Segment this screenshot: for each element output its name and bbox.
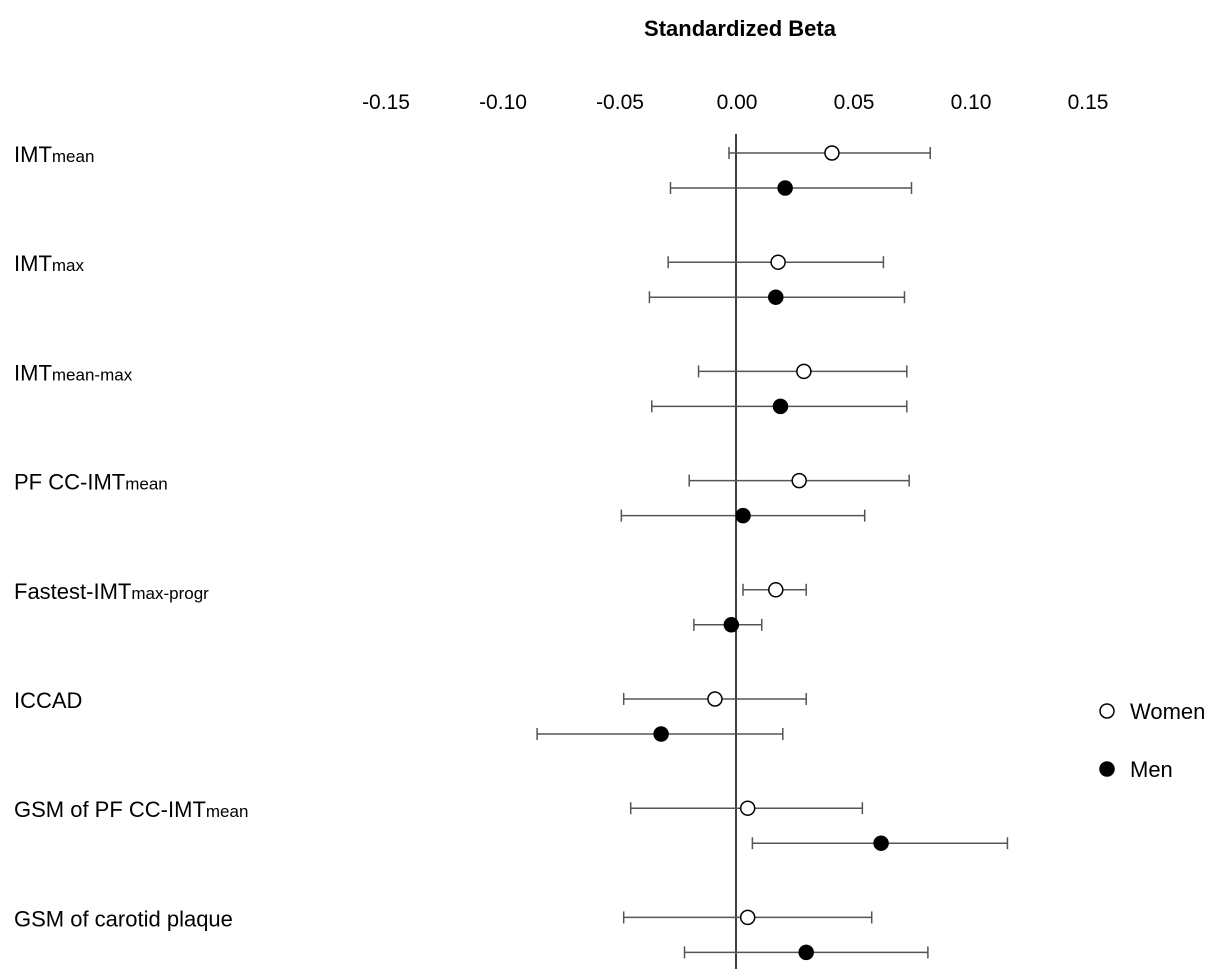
men-point: [723, 617, 740, 633]
x-tick-label: -0.15: [362, 91, 410, 114]
women-estimate: [688, 472, 910, 489]
row-label: IMTmax: [14, 251, 85, 276]
women-point: [768, 582, 784, 598]
x-tick-label: -0.10: [479, 91, 527, 114]
men-point: [653, 726, 669, 742]
men-point: [735, 507, 751, 524]
women-estimate: [622, 909, 873, 926]
row-label-subscript: mean: [206, 802, 249, 821]
row-label-subscript: mean: [125, 475, 168, 494]
row-label-main: Fastest-IMT: [14, 579, 131, 604]
row-label-main: IMT: [14, 360, 52, 385]
men-estimate: [693, 617, 763, 633]
x-tick-label: 0.10: [951, 91, 992, 114]
women-point: [796, 363, 812, 380]
men-estimate: [683, 944, 929, 961]
estimate-marks: [536, 145, 1009, 961]
legend-label: Men: [1130, 757, 1173, 782]
men-estimate: [751, 835, 1009, 851]
men-point: [768, 289, 784, 305]
women-estimate: [697, 363, 908, 380]
men-point: [777, 180, 793, 196]
row-label: GSM of PF CC-IMTmean: [14, 797, 248, 822]
row-label-subscript: max: [52, 256, 85, 275]
men-point: [873, 835, 889, 851]
row-label-main: GSM of PF CC-IMT: [14, 797, 206, 822]
men-point: [772, 398, 789, 415]
women-point: [824, 145, 840, 161]
women-estimate: [622, 691, 807, 707]
row-label: Fastest-IMTmax-progr: [14, 579, 209, 604]
x-tick-label: 0.05: [834, 91, 875, 114]
legend-marker: [1099, 761, 1115, 777]
row-label: GSM of carotid plaque: [14, 906, 233, 931]
x-tick-label: 0.15: [1068, 91, 1109, 114]
chart-title: Standardized Beta: [644, 16, 837, 41]
x-tick-label: -0.05: [596, 91, 644, 114]
row-label-subscript: mean-max: [52, 365, 133, 384]
row-label-main: PF CC-IMT: [14, 470, 125, 495]
women-point: [707, 691, 723, 707]
row-label: IMTmean-max: [14, 360, 133, 385]
women-point: [770, 254, 786, 270]
women-estimate: [629, 800, 864, 816]
women-point: [739, 909, 756, 926]
row-label: IMTmean: [14, 142, 94, 167]
row-label-subscript: mean: [52, 147, 95, 166]
x-tick-label: 0.00: [717, 91, 758, 114]
men-estimate: [669, 180, 913, 196]
women-estimate: [742, 582, 807, 598]
men-estimate: [620, 507, 866, 524]
row-label-subscript: max-progr: [131, 584, 209, 603]
row-label-main: ICCAD: [14, 688, 82, 713]
men-estimate: [648, 289, 906, 305]
row-label: ICCAD: [14, 688, 82, 713]
x-axis-ticks: -0.15 -0.10 -0.05 0.00 0.05 0.10 0.15: [362, 91, 1108, 114]
row-label-main: GSM of carotid plaque: [14, 906, 233, 931]
men-point: [798, 944, 814, 961]
legend-marker: [1099, 703, 1115, 719]
women-point: [791, 472, 807, 489]
row-label-main: IMT: [14, 142, 52, 167]
men-estimate: [651, 398, 908, 415]
women-point: [739, 800, 756, 816]
row-label: PF CC-IMTmean: [14, 470, 168, 495]
men-estimate: [536, 726, 784, 742]
women-estimate: [728, 145, 931, 161]
row-label-main: IMT: [14, 251, 52, 276]
legend: Women Men: [1099, 699, 1205, 782]
women-estimate: [667, 254, 885, 270]
legend-label: Women: [1130, 699, 1205, 724]
